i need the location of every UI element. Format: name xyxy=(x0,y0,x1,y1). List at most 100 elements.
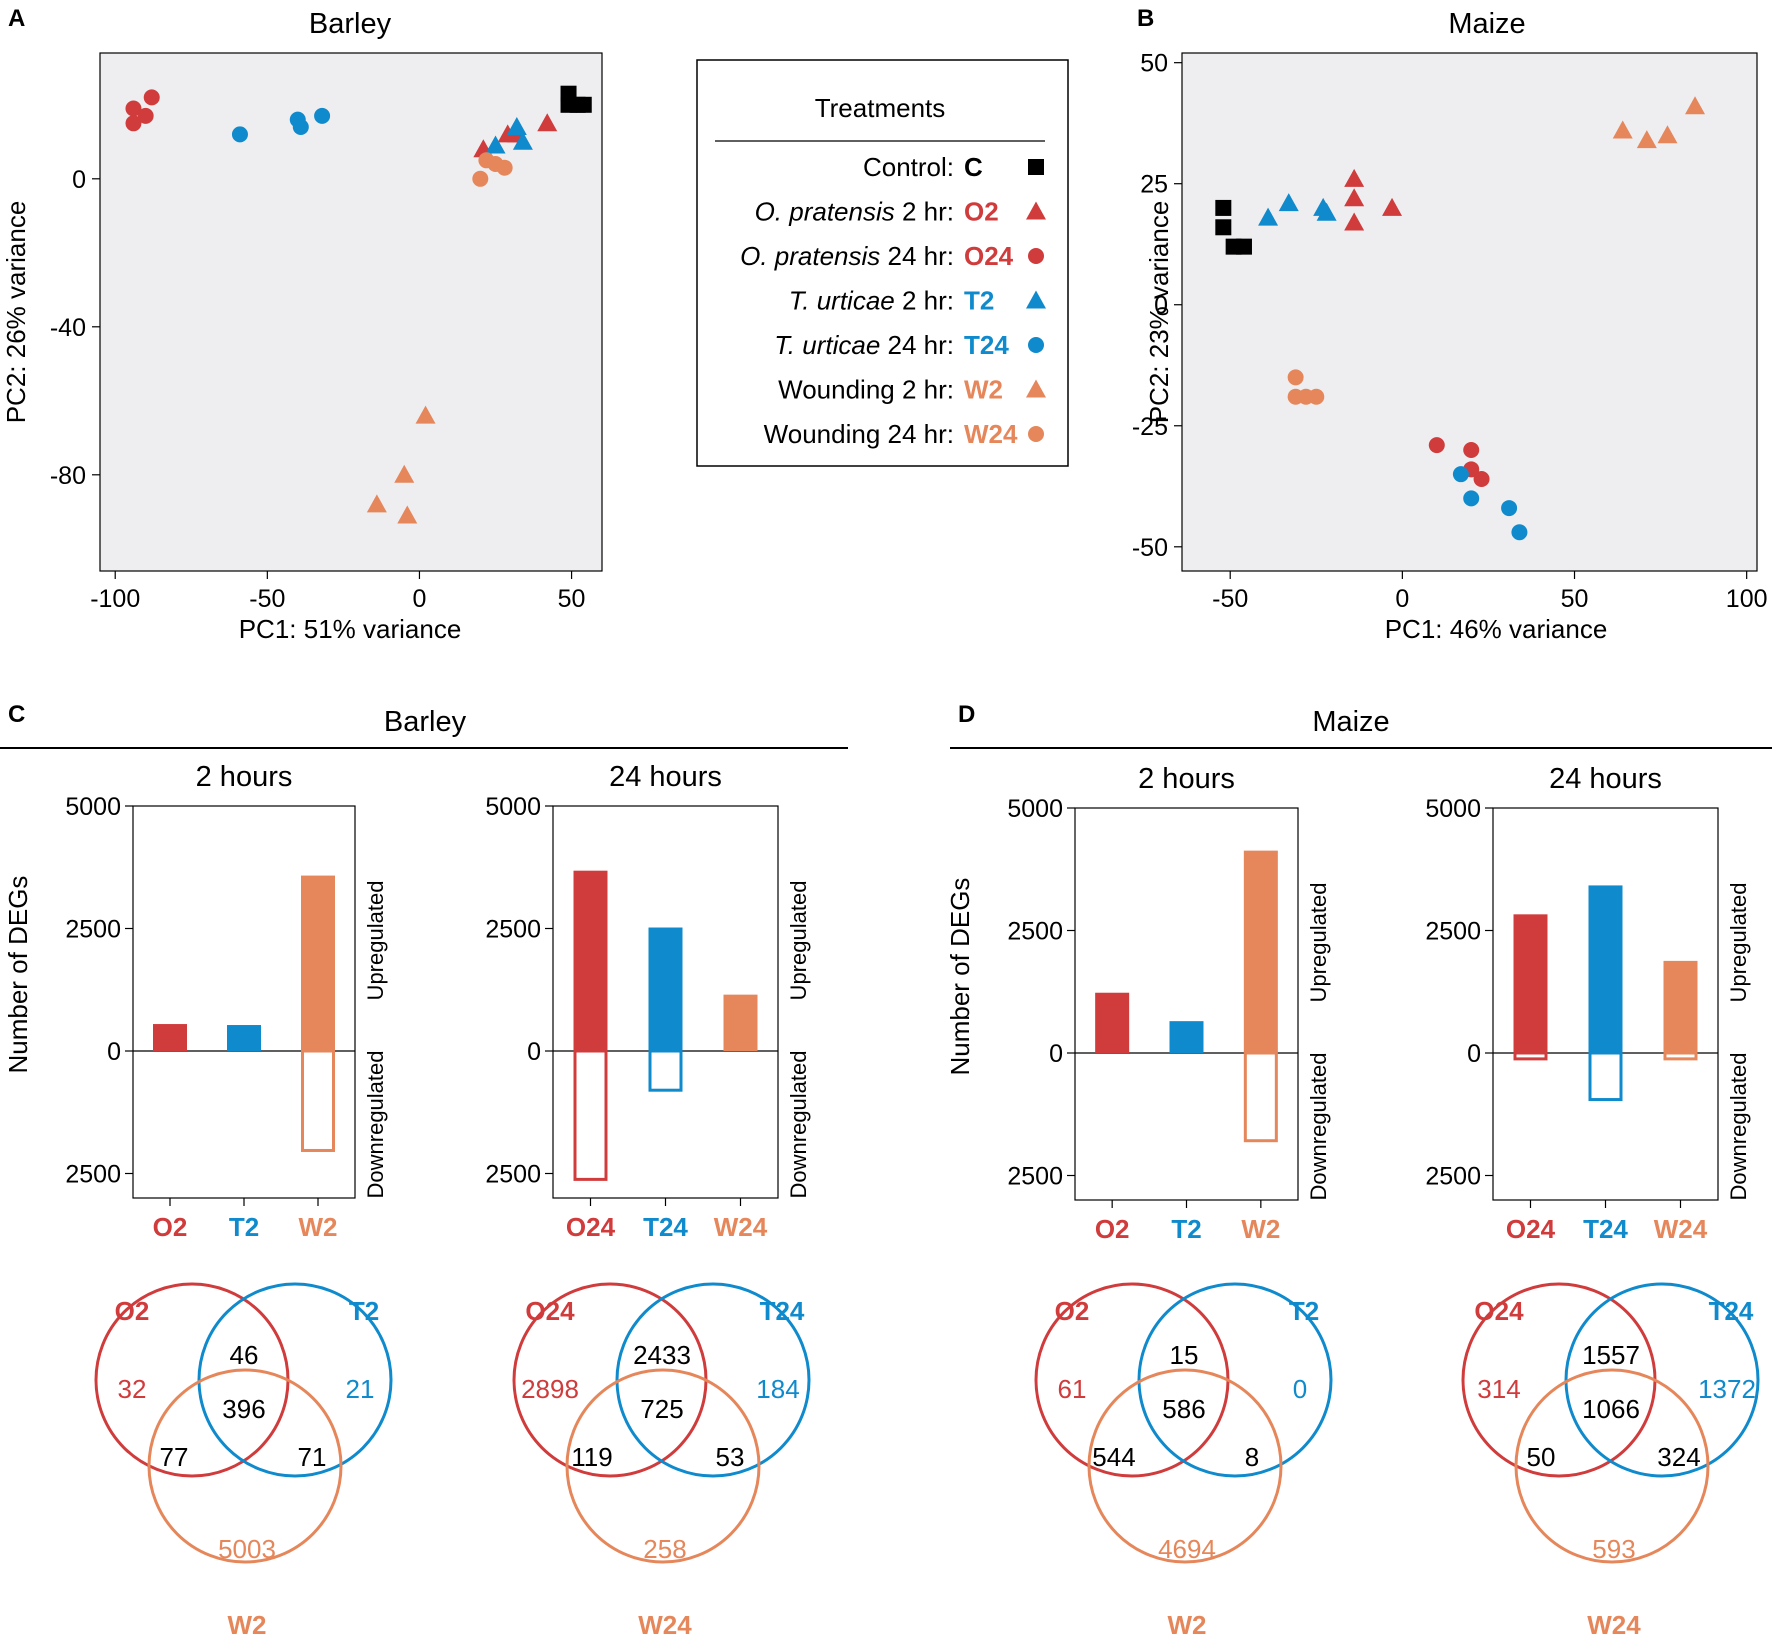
venn-barley-2h: O2 T2 W2 32 46 21 396 77 71 5003 xyxy=(94,1282,393,1640)
bar-up-T2 xyxy=(1169,1021,1204,1053)
point-O24 xyxy=(125,115,142,132)
venn-circle-T2 xyxy=(1137,1282,1333,1478)
venn-count-BC: 324 xyxy=(1657,1442,1700,1472)
point-O24 xyxy=(125,100,142,117)
panel-letter-b: B xyxy=(1137,5,1154,32)
point-W2 xyxy=(366,494,387,513)
venn-set-label-W2: W2 xyxy=(228,1610,267,1640)
x-label-W24: W24 xyxy=(1654,1214,1708,1244)
bar-down-O24 xyxy=(573,1049,608,1181)
legend-entries: Control: C O. pratensis 2 hr: O2 O. pratensi… xyxy=(740,152,1046,449)
panel-b-title: Maize xyxy=(1448,8,1525,40)
pca-maize-ylabel: PC2: 23% variance xyxy=(1144,201,1174,424)
venn-count-C_only: 5003 xyxy=(218,1534,276,1564)
legend-marker-O2 xyxy=(1026,201,1046,220)
venn-set-label-T2: T2 xyxy=(1289,1296,1319,1326)
legend-code-T2: T2 xyxy=(964,286,994,316)
y-tick-label: 0 xyxy=(527,1038,541,1066)
treatments-legend: Treatments Control: C O. pratensis 2 hr: O2… xyxy=(696,59,1069,467)
point-O2 xyxy=(1344,188,1365,207)
point-T2 xyxy=(512,131,533,150)
legend-marker-T2 xyxy=(1026,290,1046,309)
legend-label-W24: Wounding 24 hr: xyxy=(764,419,954,449)
venn-circle-T24 xyxy=(615,1282,811,1478)
venn-circle-W24 xyxy=(1514,1368,1710,1564)
panel-d-header: D Maize xyxy=(950,701,1772,749)
legend-code-O24: O24 xyxy=(964,241,1014,271)
venn-count-AC: 50 xyxy=(1527,1442,1556,1472)
point-W2 xyxy=(1657,125,1678,144)
point-T24 xyxy=(314,107,331,124)
venn-count-C_only: 258 xyxy=(643,1534,686,1564)
legend-title: Treatments xyxy=(815,93,946,123)
bar-down-W24 xyxy=(1663,1051,1698,1061)
x-tick-label: -100 xyxy=(90,585,140,613)
point-W24 xyxy=(496,159,513,176)
venn-count-AB: 15 xyxy=(1170,1340,1199,1370)
panel-letter-a: A xyxy=(8,5,25,32)
legend-label-O24: O. pratensis 24 hr: xyxy=(740,241,954,271)
pca-barley-axes: -100 -50 0 50 -80 -40 0 xyxy=(50,166,586,613)
pca-barley-ylabel: PC2: 26% variance xyxy=(1,201,31,424)
point-O2 xyxy=(537,113,558,132)
downregulated-label: Downregulated xyxy=(1726,1053,1751,1201)
panel-c-header: C Barley xyxy=(0,701,848,749)
venn-set-label-O2: O2 xyxy=(115,1296,150,1326)
x-label-W2: W2 xyxy=(299,1212,338,1242)
x-label-O24: O24 xyxy=(1506,1214,1556,1244)
bar-up-O24 xyxy=(573,870,608,1051)
venn-barley-24h: O24 T24 W24 2898 2433 184 725 119 53 258 xyxy=(512,1282,811,1640)
venn-set-label-W24: W24 xyxy=(1587,1610,1641,1640)
point-W2 xyxy=(415,405,436,424)
bar-up-O2 xyxy=(153,1024,187,1051)
x-tick-label: -50 xyxy=(1212,585,1248,613)
legend-marker-O24 xyxy=(1028,248,1044,264)
y-tick-label: 2500 xyxy=(1007,918,1063,946)
point-O24 xyxy=(1428,437,1445,454)
x-tick-label: 50 xyxy=(1561,585,1589,613)
venn-count-B_only: 0 xyxy=(1293,1374,1307,1404)
point-W2 xyxy=(394,464,415,483)
y-tick-label: 0 xyxy=(1154,292,1168,320)
legend-code-O2: O2 xyxy=(964,197,999,227)
y-tick-label: -40 xyxy=(50,314,86,342)
legend-code-T24: T24 xyxy=(964,330,1009,360)
bar-up-T24 xyxy=(1588,885,1623,1053)
y-tick-label: 2500 xyxy=(65,916,121,944)
venn-count-B_only: 184 xyxy=(756,1374,799,1404)
panel-a-title: Barley xyxy=(309,8,392,40)
point-T2 xyxy=(485,135,506,154)
x-tick-label: 0 xyxy=(413,585,427,613)
legend-code-W24: W24 xyxy=(964,419,1018,449)
venn-count-AB: 46 xyxy=(230,1340,259,1370)
venn-count-A_only: 32 xyxy=(118,1374,147,1404)
venn-count-B_only: 1372 xyxy=(1698,1374,1756,1404)
y-tick-label: -50 xyxy=(1132,534,1168,562)
point-O2 xyxy=(1382,197,1403,216)
legend-label-T2: T. urticae 2 hr: xyxy=(789,286,954,316)
pca-barley-plot-area xyxy=(99,52,603,572)
legend-marker-C xyxy=(1028,159,1044,175)
y-tick-label: 2500 xyxy=(1425,1163,1481,1191)
point-C xyxy=(1215,199,1232,216)
upregulated-label: Upregulated xyxy=(1306,883,1331,1003)
bar-up-O24 xyxy=(1513,914,1548,1053)
point-O24 xyxy=(1463,441,1480,458)
y-tick-label: -25 xyxy=(1132,413,1168,441)
bar-up-W2 xyxy=(301,875,335,1051)
venn-set-label-T24: T24 xyxy=(1709,1296,1754,1326)
x-label-O2: O2 xyxy=(153,1212,188,1242)
bar-down-O24 xyxy=(1513,1051,1548,1061)
y-tick-label: 2500 xyxy=(1425,918,1481,946)
bar-up-T24 xyxy=(648,927,683,1051)
bar-down-T24 xyxy=(648,1049,683,1092)
venn-count-AB: 2433 xyxy=(633,1340,691,1370)
deg-bar-barley-24h: 24 hours 5000 2500 0 2500 O24 T24 W24 Upregulate… xyxy=(485,761,811,1242)
venn-set-label-W24: W24 xyxy=(638,1610,692,1640)
point-T24 xyxy=(231,126,248,143)
legend-marker-T24 xyxy=(1028,337,1044,353)
bar-up-W2 xyxy=(1243,850,1278,1053)
venn-count-ABC: 725 xyxy=(640,1394,683,1424)
downregulated-label: Downregulated xyxy=(1306,1053,1331,1201)
